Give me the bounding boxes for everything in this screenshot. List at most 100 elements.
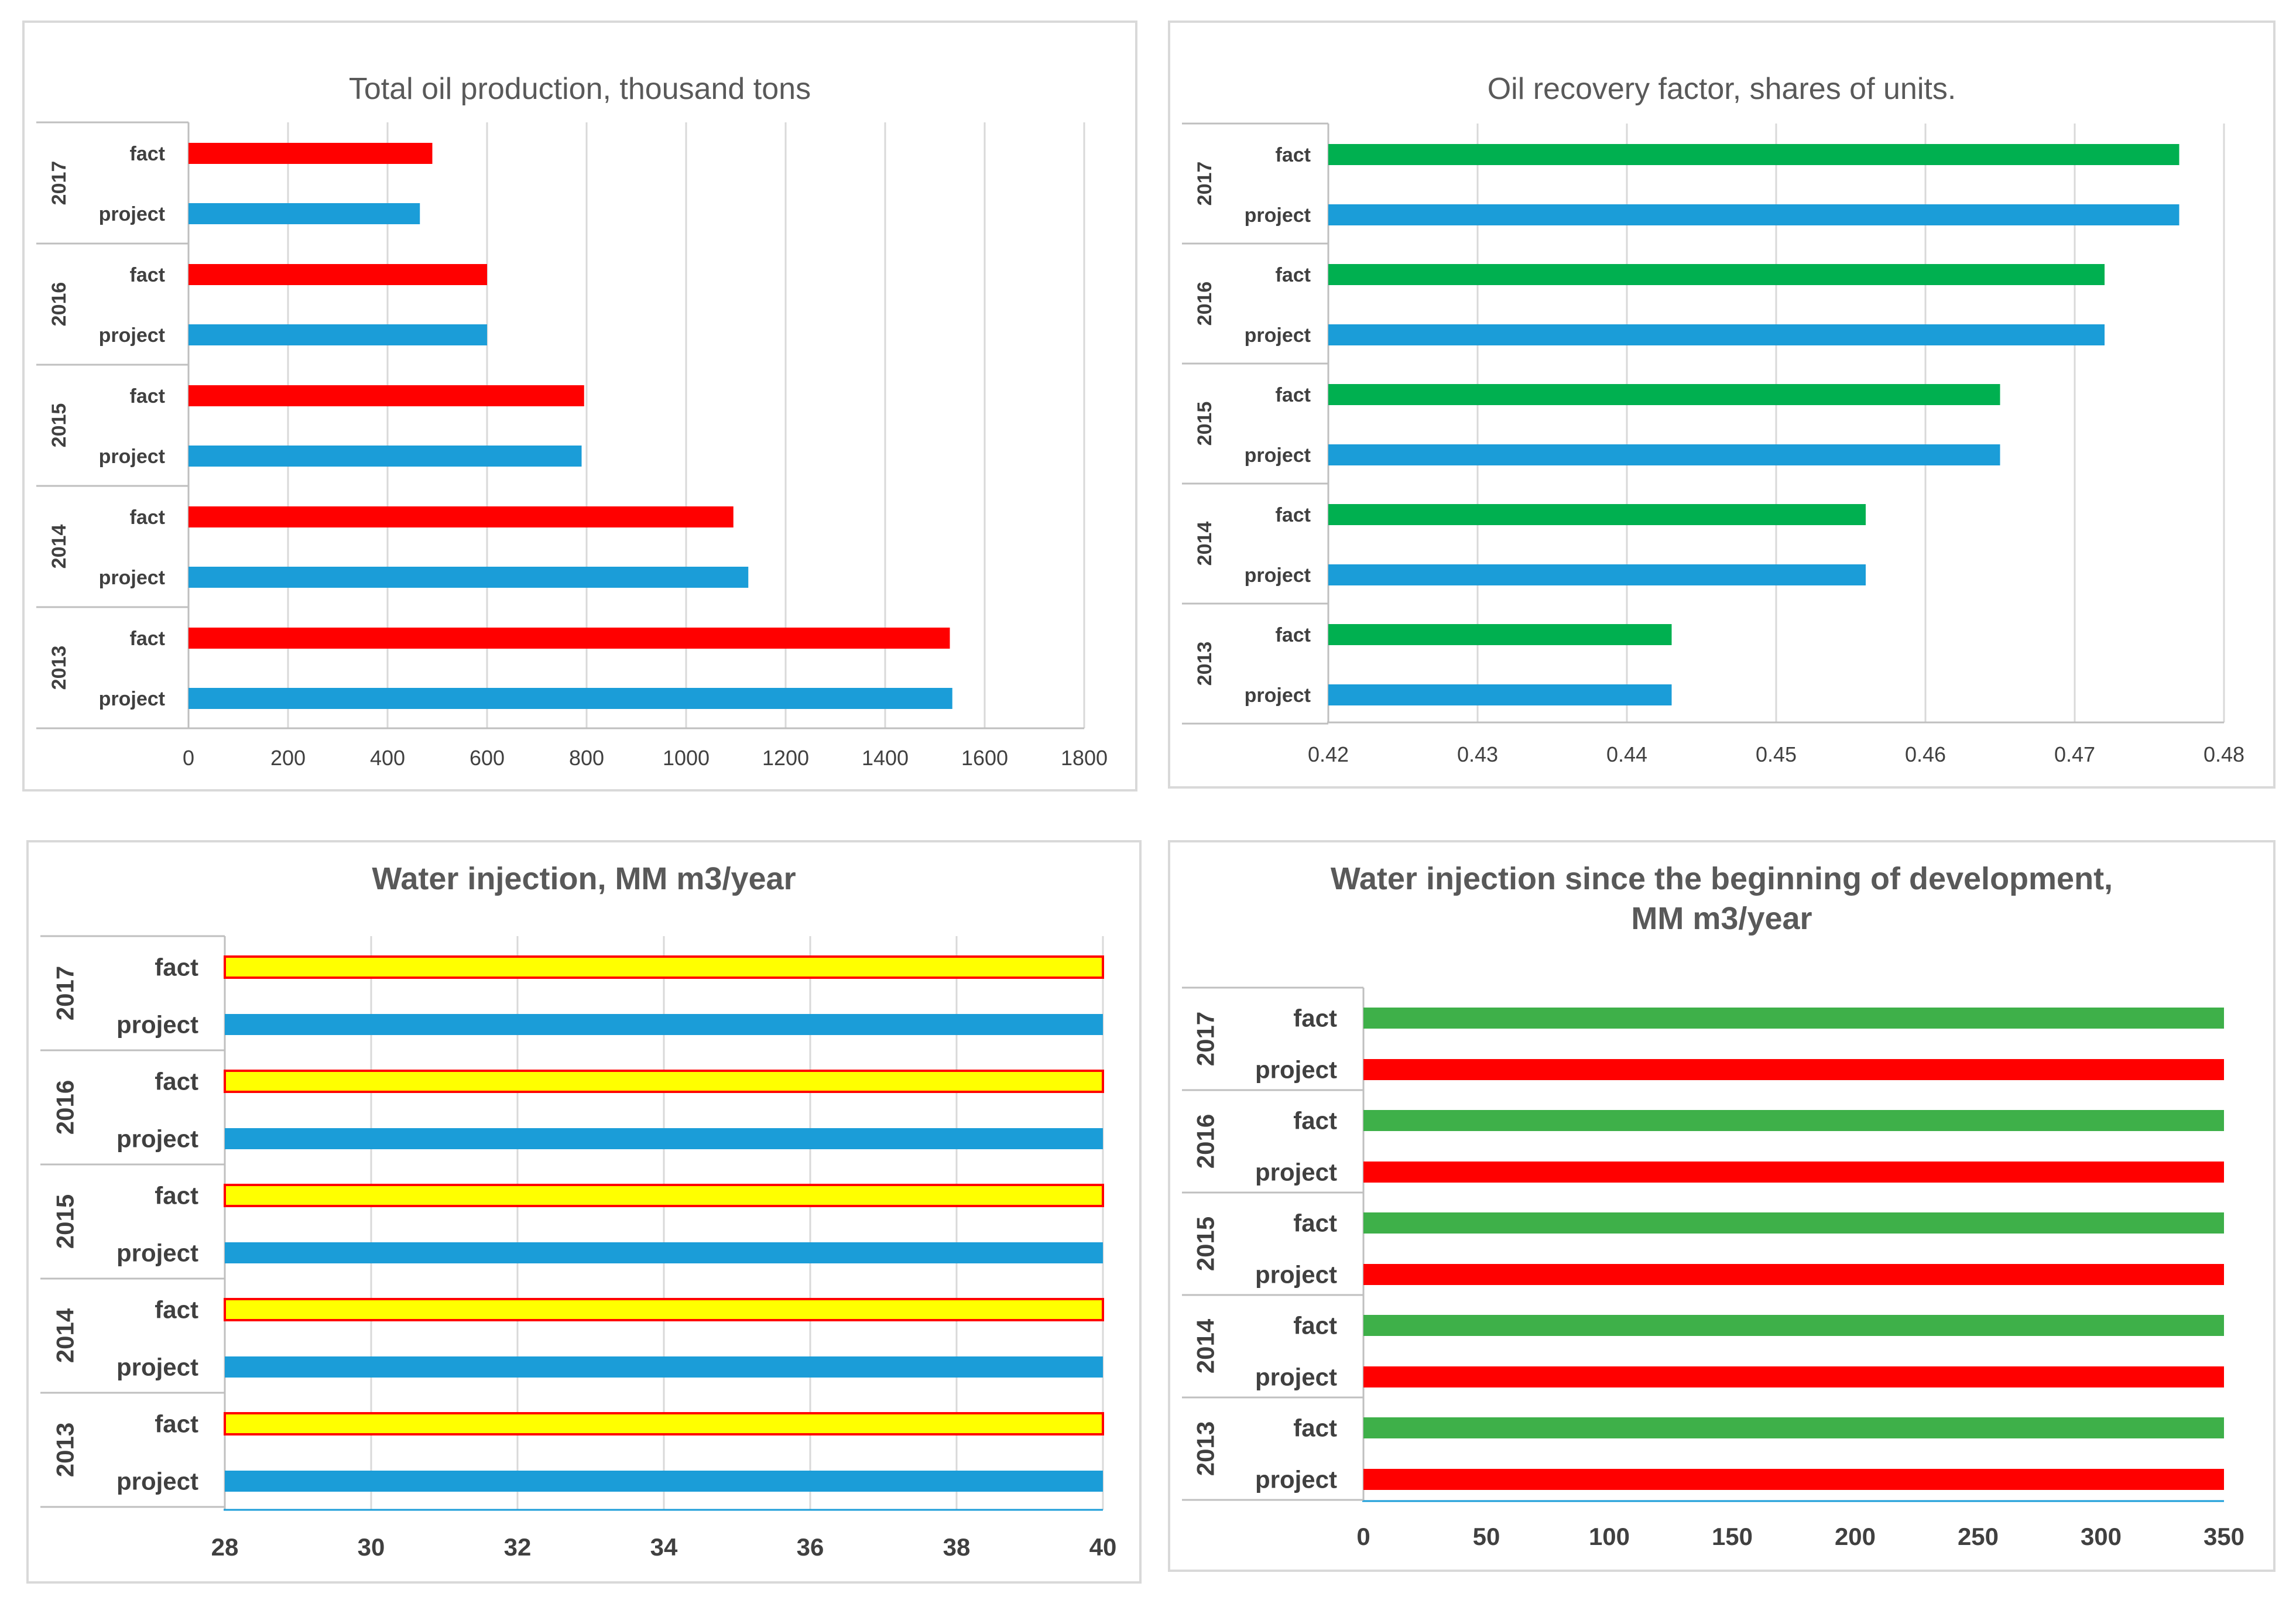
- bar-project-2014: [225, 1356, 1103, 1378]
- x-tick-label: 350: [2204, 1523, 2244, 1550]
- chart-cumulative-water-injection: Water injection since the beginning of d…: [1182, 861, 2244, 1550]
- bar-project-2017: [1363, 1059, 2224, 1080]
- category-label-project: project: [116, 1011, 198, 1039]
- chart-title: MM m3/year: [1631, 901, 1812, 936]
- bar-fact-2013: [1328, 624, 1672, 645]
- category-label-project: project: [1245, 324, 1311, 347]
- category-label-fact: fact: [130, 143, 165, 165]
- category-label-fact: fact: [1293, 1312, 1337, 1339]
- x-tick-label: 0.45: [1756, 742, 1797, 766]
- bar-project-2016: [1363, 1162, 2224, 1183]
- year-label: 2017: [52, 966, 79, 1020]
- x-tick-label: 36: [797, 1533, 824, 1561]
- category-label-project: project: [1245, 204, 1311, 227]
- category-label-project: project: [116, 1125, 198, 1153]
- bar-fact-2014: [224, 1298, 1104, 1321]
- year-label: 2016: [48, 282, 70, 327]
- bar-fact-2014: [189, 506, 734, 527]
- x-tick-label: 1400: [862, 746, 909, 770]
- category-label-project: project: [1245, 564, 1311, 587]
- bar-fact-2015: [189, 385, 584, 406]
- category-label-fact: fact: [1276, 144, 1311, 166]
- bar-fact-2017: [189, 143, 433, 164]
- category-label-fact: fact: [130, 264, 165, 286]
- x-tick-label: 200: [270, 746, 306, 770]
- category-label-project: project: [116, 1468, 198, 1495]
- x-tick-label: 0: [1356, 1523, 1370, 1550]
- chart-panel-oil-recovery: Oil recovery factor, shares of units. 201…: [1168, 20, 2276, 789]
- category-label-fact: fact: [155, 1410, 198, 1438]
- bar-project-2015: [1363, 1264, 2224, 1285]
- bar-project-2014: [1328, 564, 1866, 585]
- bar-fact-2013: [224, 1412, 1104, 1435]
- category-label-project: project: [99, 688, 165, 710]
- year-label: 2015: [48, 403, 70, 448]
- year-label: 2016: [52, 1080, 79, 1135]
- year-label: 2014: [1192, 1318, 1219, 1373]
- chart-panel-cumulative-water-injection: Water injection since the beginning of d…: [1168, 840, 2276, 1572]
- year-label: 2017: [1194, 162, 1216, 206]
- bar-fact-2013: [189, 628, 950, 649]
- category-label-fact: fact: [1276, 384, 1311, 406]
- year-label: 2014: [1194, 522, 1216, 566]
- x-tick-label: 0.47: [2054, 742, 2095, 766]
- x-tick-label: 0: [183, 746, 194, 770]
- x-tick-label: 1200: [762, 746, 809, 770]
- year-label: 2015: [52, 1194, 79, 1249]
- year-label: 2013: [1192, 1421, 1219, 1476]
- bar-fact-2016: [1363, 1110, 2224, 1131]
- category-label-project: project: [1245, 684, 1311, 707]
- x-tick-label: 0.48: [2204, 742, 2244, 766]
- bar-fact-2017: [1363, 1008, 2224, 1029]
- category-label-fact: fact: [1293, 1210, 1337, 1237]
- bar-project-2017: [1328, 204, 2180, 225]
- bar-project-2015: [189, 446, 582, 467]
- x-tick-label: 600: [470, 746, 505, 770]
- chart-panel-oil-production: Total oil production, thousand tons 2017 f…: [22, 20, 1137, 792]
- bar-fact-2017: [224, 955, 1104, 979]
- category-label-fact: fact: [155, 954, 198, 981]
- category-label-project: project: [99, 324, 165, 347]
- x-tick-label: 800: [569, 746, 604, 770]
- bar-project-2017: [189, 203, 420, 224]
- chart-oil-recovery: Oil recovery factor, shares of units. 201…: [1182, 72, 2244, 766]
- category-label-fact: fact: [155, 1068, 198, 1095]
- bar-project-2016: [1328, 324, 2105, 345]
- bar-project-2014: [1363, 1366, 2224, 1387]
- bar-fact-2015: [224, 1184, 1104, 1207]
- x-tick-label: 28: [211, 1533, 239, 1561]
- chart-title: Total oil production, thousand tons: [349, 72, 811, 106]
- bar-fact-2016: [224, 1070, 1104, 1093]
- x-tick-label: 200: [1835, 1523, 1876, 1550]
- year-label: 2017: [1192, 1012, 1219, 1066]
- category-label-fact: fact: [130, 385, 165, 407]
- bar-fact-2016: [1328, 264, 2105, 285]
- year-label: 2013: [1194, 642, 1216, 686]
- category-label-project: project: [99, 446, 165, 468]
- category-label-fact: fact: [1276, 504, 1311, 526]
- category-label-project: project: [1255, 1466, 1337, 1493]
- year-label: 2015: [1192, 1217, 1219, 1271]
- bar-project-2013: [225, 1471, 1103, 1492]
- category-label-project: project: [116, 1239, 198, 1267]
- chart-title: Oil recovery factor, shares of units.: [1488, 72, 1956, 106]
- bar-project-2017: [225, 1014, 1103, 1035]
- category-label-fact: fact: [1293, 1107, 1337, 1135]
- x-tick-label: 0.42: [1308, 742, 1349, 766]
- chart-oil-production: Total oil production, thousand tons 2017 f…: [36, 72, 1108, 770]
- year-label: 2016: [1192, 1114, 1219, 1169]
- category-label-fact: fact: [130, 506, 165, 529]
- category-label-project: project: [99, 203, 165, 225]
- bar-project-2014: [189, 567, 749, 588]
- chart-water-injection: Water injection, MM m3/year 2017 fact proje…: [40, 861, 1117, 1561]
- year-label: 2013: [52, 1423, 79, 1477]
- x-tick-label: 300: [2081, 1523, 2122, 1550]
- bar-fact-2013: [1363, 1417, 2224, 1438]
- bar-fact-2016: [189, 264, 487, 285]
- bar-project-2016: [225, 1128, 1103, 1149]
- chart-title: Water injection since the beginning of d…: [1331, 861, 2113, 896]
- x-tick-label: 30: [358, 1533, 385, 1561]
- x-tick-label: 40: [1089, 1533, 1117, 1561]
- year-label: 2017: [48, 161, 70, 205]
- category-label-fact: fact: [130, 628, 165, 650]
